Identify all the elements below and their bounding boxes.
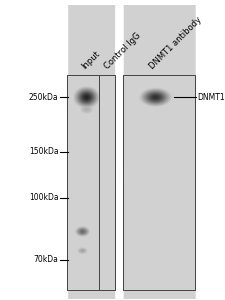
Text: Control IgG: Control IgG [102, 31, 142, 71]
Bar [67, 75, 115, 290]
Text: Input: Input [79, 49, 101, 71]
Text: DNMT1: DNMT1 [196, 93, 223, 102]
Bar [122, 75, 194, 290]
Bar [67, 75, 115, 290]
Text: 250kDa: 250kDa [29, 93, 58, 102]
Text: DNMT1 antibody: DNMT1 antibody [147, 15, 203, 71]
Text: 100kDa: 100kDa [29, 193, 58, 202]
Bar [122, 75, 194, 290]
Text: 70kDa: 70kDa [33, 255, 58, 264]
Text: 150kDa: 150kDa [29, 147, 58, 156]
